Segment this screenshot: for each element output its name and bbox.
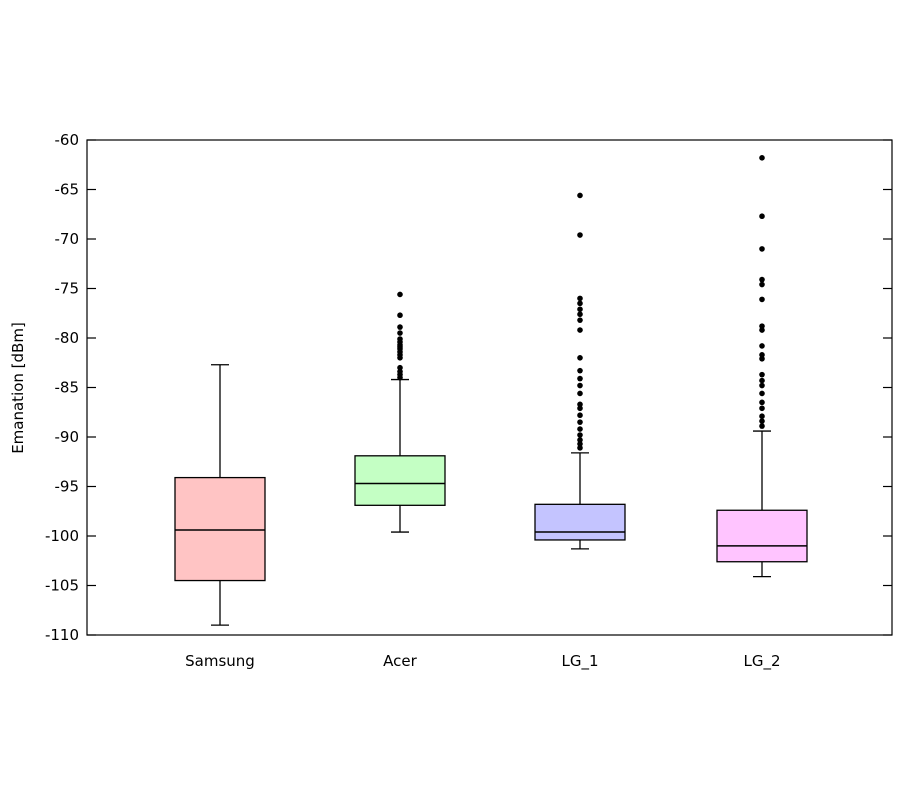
outlier-point <box>759 418 765 424</box>
outlier-point <box>577 426 583 432</box>
y-tick-label: -85 <box>55 379 80 397</box>
outlier-point <box>759 382 765 389</box>
outlier-point <box>759 276 765 283</box>
outlier-point <box>759 343 765 349</box>
outlier-point <box>759 390 765 397</box>
series-group <box>174 155 808 626</box>
outlier-point <box>577 355 583 361</box>
y-tick-label: -105 <box>45 577 79 595</box>
outlier-point <box>577 306 583 313</box>
box-lg-2 <box>716 155 808 578</box>
outlier-point <box>759 213 765 220</box>
outlier-point <box>577 311 583 318</box>
y-tick-label: -100 <box>45 527 79 545</box>
outlier-point <box>397 355 403 361</box>
outlier-point <box>397 291 403 298</box>
box-samsung <box>174 364 266 626</box>
outlier-point <box>759 296 765 303</box>
outlier-point <box>577 367 583 374</box>
y-tick-label: -90 <box>55 428 80 446</box>
x-category-label: LG_2 <box>743 652 780 671</box>
y-tick-label: -65 <box>55 181 80 199</box>
outlier-point <box>577 300 583 307</box>
outlier-point <box>759 246 765 252</box>
outlier-point <box>577 405 583 412</box>
x-category-label: LG_1 <box>561 652 598 671</box>
outlier-point <box>759 405 765 412</box>
y-tick-label: -70 <box>55 230 80 248</box>
outlier-point <box>577 375 583 382</box>
outlier-point <box>577 441 583 447</box>
outlier-point <box>759 355 765 362</box>
outlier-point <box>577 445 583 451</box>
y-axis-title: Emanation [dBm] <box>9 322 27 454</box>
outlier-point <box>759 371 765 378</box>
outlier-point <box>759 423 765 429</box>
outlier-point <box>759 155 765 161</box>
y-tick-label: -95 <box>55 478 80 496</box>
outlier-point <box>397 324 403 330</box>
outlier-point <box>759 327 765 333</box>
box-lg-1 <box>534 192 626 550</box>
outlier-point <box>577 295 583 302</box>
outlier-point <box>759 399 765 406</box>
x-category-label: Acer <box>383 652 417 670</box>
outlier-point <box>577 432 583 438</box>
y-axis: -60 -65 -70 -75 -80 -85 -90 -95 -100 -105 -110 <box>45 131 892 644</box>
outlier-point <box>759 323 765 329</box>
interquartile-box <box>174 476 266 582</box>
outlier-point <box>397 364 403 371</box>
outlier-point <box>577 192 583 199</box>
x-axis: Samsung Acer LG_1 LG_2 <box>185 652 780 671</box>
outlier-point <box>759 413 765 420</box>
x-category-label: Samsung <box>185 652 255 670</box>
outlier-point <box>577 437 583 443</box>
outlier-point <box>577 419 583 425</box>
y-tick-label: -75 <box>55 280 80 298</box>
outlier-point <box>397 374 403 381</box>
outlier-point <box>759 352 765 358</box>
outlier-point <box>577 382 583 389</box>
outlier-point <box>759 281 765 288</box>
outlier-point <box>577 327 583 333</box>
outlier-point <box>577 390 583 397</box>
y-tick-label: -80 <box>55 329 80 347</box>
outlier-point <box>577 401 583 408</box>
interquartile-box <box>354 455 446 506</box>
y-tick-label: -110 <box>45 626 79 644</box>
outlier-point <box>577 317 583 323</box>
outlier-point <box>577 232 583 238</box>
interquartile-box <box>716 509 808 563</box>
y-tick-label: -60 <box>55 131 80 149</box>
outlier-point <box>397 330 403 336</box>
box-acer <box>354 291 446 533</box>
interquartile-box <box>534 503 626 541</box>
outlier-point <box>577 412 583 419</box>
outlier-point <box>759 377 765 384</box>
outlier-point <box>397 312 403 319</box>
